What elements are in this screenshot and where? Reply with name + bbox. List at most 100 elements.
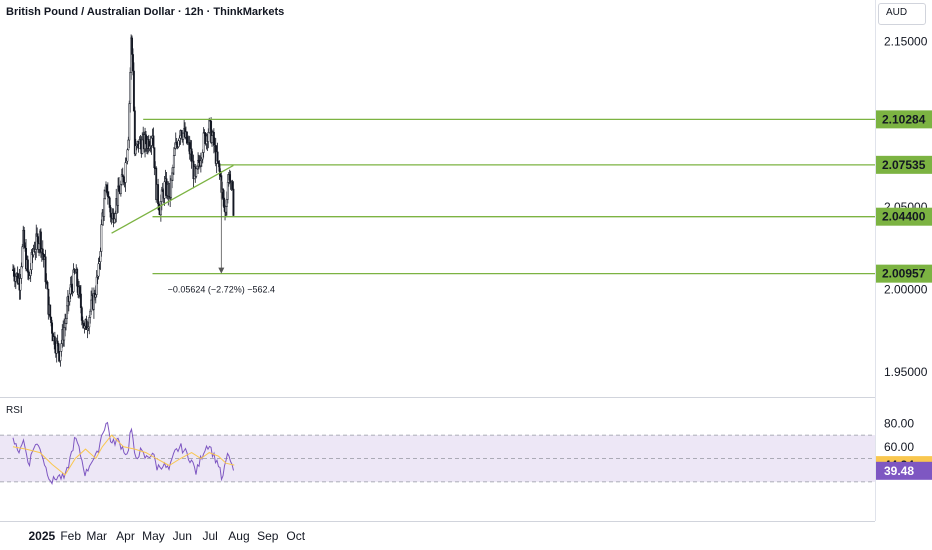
rsi-value-tag-label: 39.48 [884,464,914,478]
candle-body [49,304,52,318]
level-tags: 2.10284 2.07535 2.04400 2.00957 [876,110,932,283]
candle-body [113,218,116,223]
candle-body [218,163,221,172]
candle-body [132,70,135,112]
candle-body [208,119,211,133]
candle-body [145,134,147,145]
candle-body [95,276,98,295]
candle-body [20,266,23,279]
candle-body [21,246,24,267]
horizontal-levels [143,118,875,275]
rsi-tick-label: 80.00 [884,416,914,430]
candle-body [195,168,198,177]
candle-body [90,299,93,312]
candle-body [53,336,56,350]
rsi-label: RSI [6,405,23,416]
candle-body [163,181,166,199]
candle-body [70,284,73,288]
candle-body [56,340,59,344]
level-tag-label: 2.04400 [882,210,926,224]
price-tick-label: 2.15000 [884,34,928,48]
measure-label: −0.05624 (−2.72%) −562.4 [168,285,275,295]
candle-body [131,37,133,55]
rsi-tick-label: 60.00 [884,440,914,454]
candle-body [190,148,193,162]
candle-body [44,256,47,283]
candlestick-series [12,34,235,367]
candle-body [38,243,40,250]
candle-body [98,261,101,265]
candle-body [202,132,205,153]
level-tag-label: 2.10284 [882,112,926,126]
candle-body [41,248,44,255]
price-tick-label: 2.00000 [884,282,928,296]
candle-body [59,351,62,361]
candle-body [182,132,185,140]
candle-body [126,149,129,162]
candle-body [99,251,102,262]
time-tick-label: Jul [202,529,217,543]
candle-body [185,131,188,144]
candle-body [14,276,17,282]
candle-body [171,172,173,181]
candle-body [129,72,132,104]
candle-body [80,307,83,321]
candle-body [170,179,173,198]
candle-body [157,184,160,205]
candle-body [222,189,225,199]
rsi-line [12,421,234,485]
measure-tool: −0.05624 (−2.72%) −562.4 [168,180,275,295]
candle-body [121,174,124,177]
time-tick-label: Jun [173,529,192,543]
candle-body [24,245,27,249]
candle-body [196,165,199,169]
time-tick-label: Feb [60,529,81,543]
candle-body [124,162,127,183]
candle-body [36,233,39,237]
candle-body [104,190,107,200]
currency-box[interactable] [878,3,926,25]
candle-body [29,269,32,276]
candle-body [175,142,178,145]
price-pane [0,0,876,522]
candle-body [223,197,226,208]
candle-body [132,54,134,72]
candle-body [173,148,176,156]
candle-body [46,281,49,290]
candle-body [122,176,125,183]
trendline-segment [111,164,234,234]
candle-body [81,320,84,324]
candle-body [118,185,120,192]
measure-arrowhead [218,267,225,274]
candle-body [153,147,156,168]
candle-body [60,343,63,352]
candle-body [139,139,142,145]
candle-body [34,249,37,252]
candle-body [128,103,131,141]
candle-body [211,135,213,143]
candle-body [108,197,111,208]
price-tick-label: 1.95000 [884,365,928,379]
time-tick-label: Sep [257,529,279,543]
candle-body [89,310,92,318]
candle-body [172,155,175,168]
candle-body [141,139,144,154]
candle-body [226,181,229,200]
candle-body [199,160,202,167]
currency-label[interactable]: AUD [886,7,908,18]
candle-body [103,198,106,217]
candle-body [94,294,97,298]
candle-body [177,140,180,148]
candle-body [23,229,26,247]
candle-body [97,263,100,277]
candle-body [106,191,109,197]
candle-body [225,199,228,207]
candle-body [225,206,227,213]
candle-body [200,158,203,162]
rsi-value-tag [876,461,932,480]
candle-body [217,160,220,164]
candle-body [127,139,130,150]
candle-body [83,325,86,329]
candle-body [64,323,67,328]
candle-body [134,145,137,155]
